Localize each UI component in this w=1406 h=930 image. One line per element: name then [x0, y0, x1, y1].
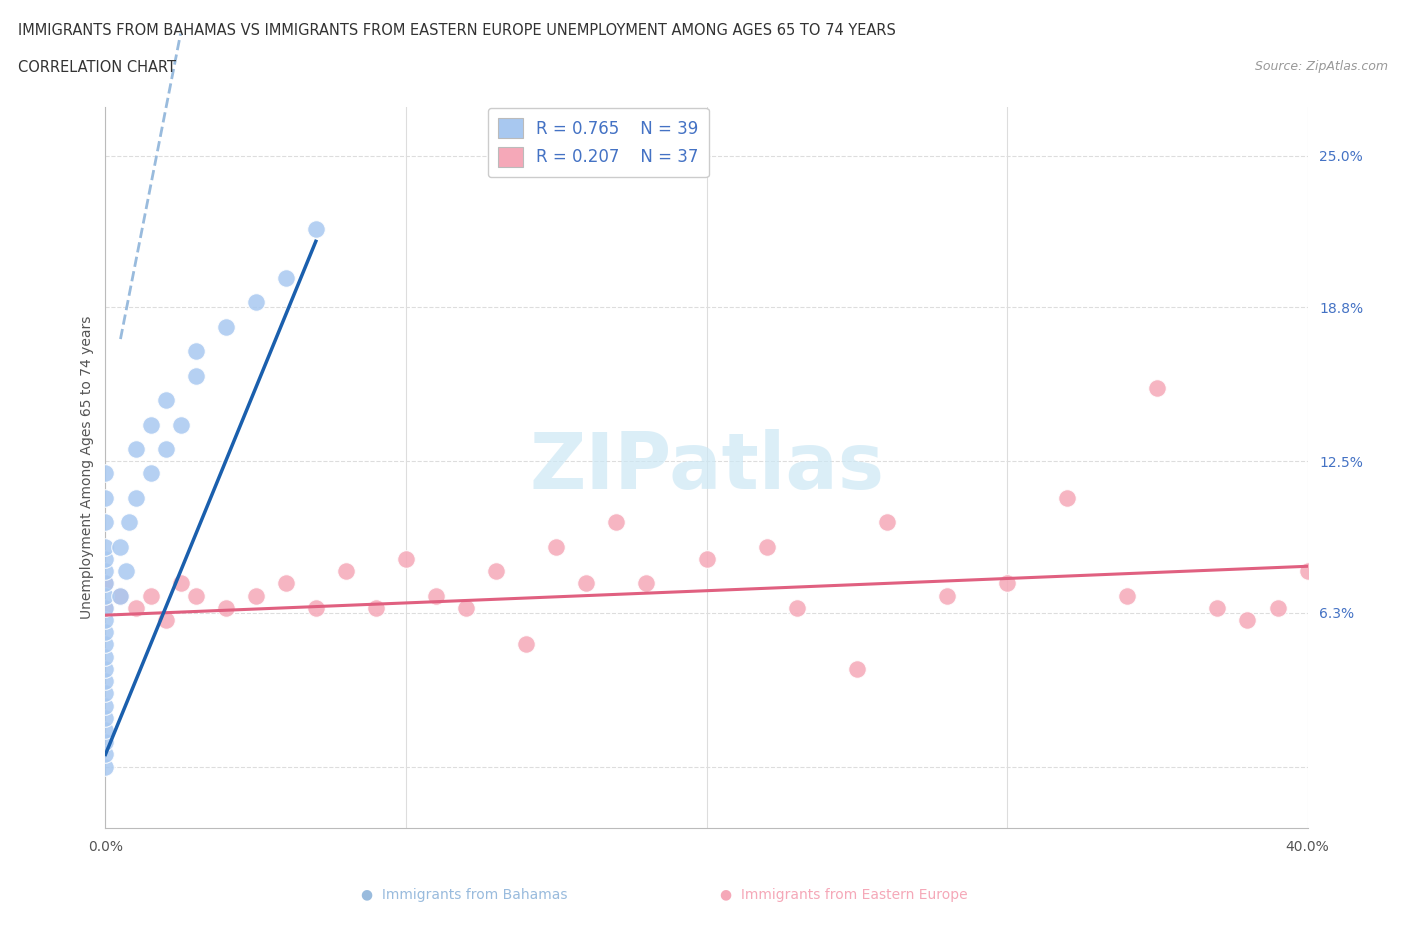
Point: [155, 613, 177, 628]
Point: [546, 539, 568, 554]
Point: [364, 601, 387, 616]
Point: [274, 271, 297, 286]
Point: [155, 392, 177, 407]
Point: [184, 344, 207, 359]
Point: [1056, 490, 1078, 505]
Point: [184, 368, 207, 383]
Point: [786, 601, 808, 616]
Point: [1267, 601, 1289, 616]
Point: [94, 747, 117, 762]
Point: [305, 601, 328, 616]
Point: [94, 588, 117, 603]
Point: [605, 515, 627, 530]
Point: [169, 418, 191, 432]
Point: [395, 551, 418, 566]
Point: [575, 576, 598, 591]
Point: [245, 588, 267, 603]
Point: [124, 601, 146, 616]
Point: [94, 723, 117, 737]
Point: [696, 551, 718, 566]
Point: [755, 539, 778, 554]
Point: [94, 551, 117, 566]
Point: [425, 588, 447, 603]
Text: ZIPatlas: ZIPatlas: [529, 430, 884, 505]
Point: [94, 601, 117, 616]
Point: [94, 613, 117, 628]
Text: ●  Immigrants from Bahamas: ● Immigrants from Bahamas: [361, 887, 567, 902]
Text: IMMIGRANTS FROM BAHAMAS VS IMMIGRANTS FROM EASTERN EUROPE UNEMPLOYMENT AMONG AGE: IMMIGRANTS FROM BAHAMAS VS IMMIGRANTS FR…: [18, 23, 896, 38]
Point: [110, 588, 132, 603]
Text: ●  Immigrants from Eastern Europe: ● Immigrants from Eastern Europe: [720, 887, 967, 902]
Point: [995, 576, 1018, 591]
Point: [94, 490, 117, 505]
Point: [110, 588, 132, 603]
Point: [876, 515, 898, 530]
Point: [515, 637, 537, 652]
Point: [94, 625, 117, 640]
Point: [305, 221, 328, 236]
Point: [155, 442, 177, 457]
Point: [94, 576, 117, 591]
Point: [335, 564, 357, 578]
Point: [94, 515, 117, 530]
Point: [1296, 564, 1319, 578]
Point: [94, 601, 117, 616]
Point: [139, 588, 162, 603]
Point: [110, 539, 132, 554]
Point: [636, 576, 658, 591]
Point: [139, 466, 162, 481]
Point: [1206, 601, 1229, 616]
Point: [214, 601, 236, 616]
Point: [485, 564, 508, 578]
Point: [124, 442, 146, 457]
Point: [139, 418, 162, 432]
Point: [274, 576, 297, 591]
Point: [94, 673, 117, 688]
Point: [1236, 613, 1258, 628]
Point: [94, 698, 117, 713]
Point: [184, 588, 207, 603]
Point: [936, 588, 959, 603]
Point: [94, 735, 117, 750]
Point: [94, 637, 117, 652]
Point: [94, 466, 117, 481]
Point: [124, 490, 146, 505]
Point: [115, 564, 138, 578]
Point: [245, 295, 267, 310]
Point: [118, 515, 141, 530]
Text: Source: ZipAtlas.com: Source: ZipAtlas.com: [1254, 60, 1388, 73]
Point: [94, 661, 117, 676]
Point: [94, 649, 117, 664]
Point: [1116, 588, 1139, 603]
Text: CORRELATION CHART: CORRELATION CHART: [18, 60, 176, 75]
Point: [454, 601, 477, 616]
Point: [214, 319, 236, 334]
Point: [94, 759, 117, 774]
Point: [169, 576, 191, 591]
Point: [94, 564, 117, 578]
Point: [1146, 380, 1168, 395]
Point: [94, 576, 117, 591]
Y-axis label: Unemployment Among Ages 65 to 74 years: Unemployment Among Ages 65 to 74 years: [80, 315, 94, 619]
Point: [94, 539, 117, 554]
Point: [94, 711, 117, 725]
Point: [94, 686, 117, 701]
Point: [845, 661, 868, 676]
Legend: R = 0.765    N = 39, R = 0.207    N = 37: R = 0.765 N = 39, R = 0.207 N = 37: [488, 108, 709, 177]
